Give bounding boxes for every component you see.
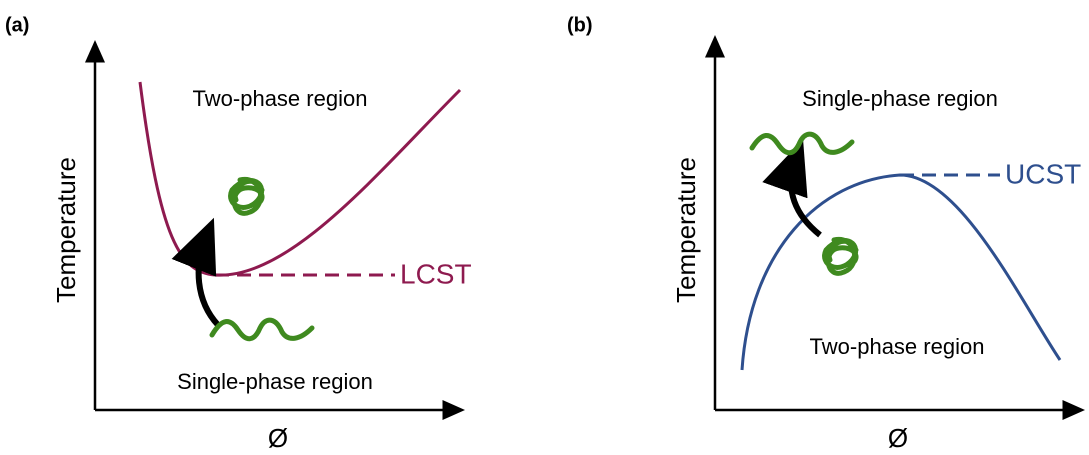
arrow (791, 162, 820, 235)
polymer-coil (231, 179, 262, 213)
polymer-coil (825, 239, 856, 273)
lower-region: Single-phase region (177, 369, 373, 394)
upper-region: Two-phase region (193, 86, 368, 111)
panel-label: (a) (5, 14, 29, 36)
figure: (a) LCST Two-phase region Single-phase r… (0, 0, 1089, 455)
arrow (199, 240, 218, 325)
panel-label: (b) (567, 14, 593, 36)
upper-region: Single-phase region (802, 86, 998, 111)
panel-b: (b) UCST Single-phase region Two-phase r… (567, 14, 1081, 453)
critical-label: UCST (1005, 158, 1081, 189)
polymer-chain (212, 320, 312, 339)
x-axis-label: Ø (268, 423, 288, 453)
polymer-chain (752, 134, 852, 153)
lower-region: Two-phase region (810, 334, 985, 359)
y-axis-label: Temperature (51, 157, 81, 303)
lcst-curve (140, 82, 460, 275)
x-axis-label: Ø (888, 423, 908, 453)
critical-label: LCST (400, 258, 472, 289)
panel-a: (a) LCST Two-phase region Single-phase r… (5, 14, 472, 453)
y-axis-label: Temperature (671, 157, 701, 303)
